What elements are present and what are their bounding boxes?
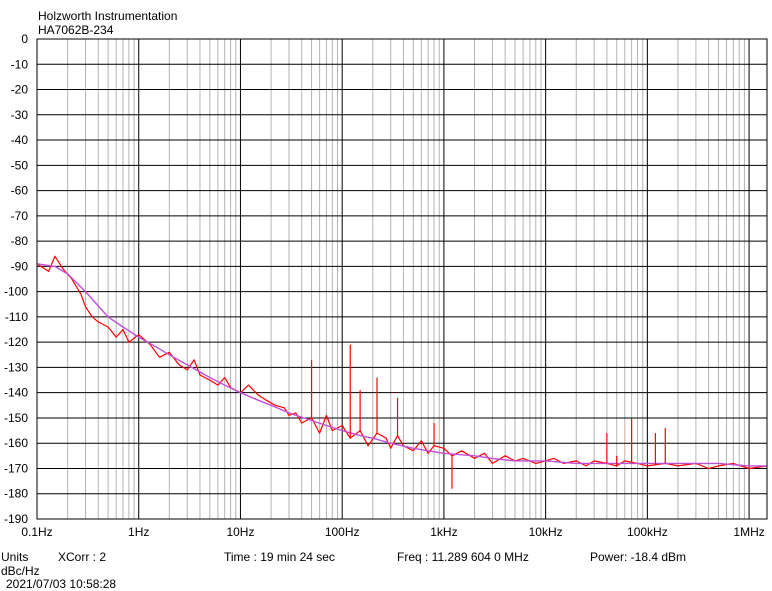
x-tick-label: 100Hz [325, 525, 360, 539]
y-tick-label: -130 [4, 360, 28, 374]
y-tick-label: -90 [11, 259, 29, 273]
y-tick-label: -190 [4, 512, 28, 526]
units-label: Units [1, 550, 29, 564]
x-tick-label: 10kHz [529, 525, 563, 539]
grid [36, 38, 767, 520]
x-tick-label: 0.1Hz [21, 525, 52, 539]
y-tick-label: -60 [11, 184, 29, 198]
y-tick-label: -30 [11, 108, 29, 122]
y-tick-label: 0 [21, 32, 28, 46]
freq-readout: Freq : 11.289 604 0 MHz [397, 550, 529, 564]
y-tick-label: -50 [11, 158, 29, 172]
timestamp: 2021/07/03 10:58:28 [6, 577, 117, 591]
y-tick-label: -110 [5, 310, 28, 324]
x-tick-label: 1MHz [733, 525, 764, 539]
x-tick-label: 1kHz [430, 525, 457, 539]
time-readout: Time : 19 min 24 sec [224, 550, 335, 564]
y-tick-label: -170 [4, 461, 28, 475]
x-tick-label: 10Hz [226, 525, 254, 539]
series-group [36, 255, 768, 489]
y-tick-label: -140 [4, 386, 28, 400]
raw-trace-line [36, 255, 768, 470]
x-axis: 0.1Hz 1Hz 10Hz 100Hz 1kHz 10kHz 100kHz 1MHz [21, 525, 764, 539]
chart-title: Holzworth Instrumentation [38, 9, 178, 23]
y-tick-label: -20 [11, 83, 29, 97]
chart-subtitle: HA7062B-234 [38, 23, 114, 37]
y-tick-label: -100 [4, 285, 28, 299]
y-tick-label: -120 [4, 335, 28, 349]
y-tick-label: -150 [4, 411, 28, 425]
power-readout: Power: -18.4 dBm [590, 550, 687, 564]
y-tick-label: -70 [11, 209, 29, 223]
y-axis: 0 -10 -20 -30 -40 -50 -60 -70 -80 -90 -100 -110 -120… [4, 32, 28, 526]
y-tick-label: -160 [4, 436, 28, 450]
units-value: dBc/Hz [1, 564, 40, 578]
y-tick-label: -80 [11, 234, 29, 248]
x-tick-label: 100kHz [627, 525, 668, 539]
y-tick-label: -40 [11, 133, 29, 147]
phase-noise-chart: 0 -10 -20 -30 -40 -50 -60 -70 -80 -90 -100 -110 -120… [4, 32, 768, 539]
smoothed-trace-line [36, 263, 767, 467]
xcorr-readout: XCorr : 2 [58, 550, 107, 564]
y-tick-label: -10 [11, 57, 29, 71]
y-tick-label: -180 [4, 487, 28, 501]
x-tick-label: 1Hz [128, 525, 149, 539]
plot-border [36, 38, 768, 520]
